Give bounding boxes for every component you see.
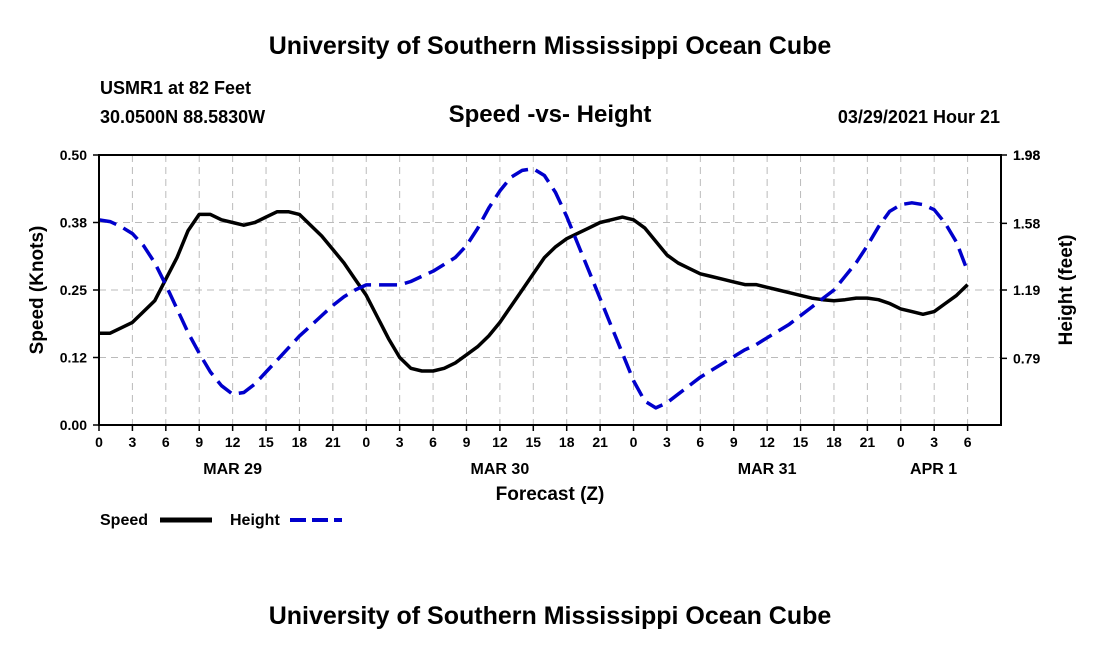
y2-tick-label: 1.58 bbox=[1013, 215, 1040, 231]
x-tick-label: 3 bbox=[129, 434, 137, 450]
y2-axis-label: Height (feet) bbox=[1056, 235, 1077, 346]
y-tick-label: 0.50 bbox=[60, 147, 87, 163]
y-tick-label: 0.25 bbox=[60, 282, 87, 298]
x-tick-label: 6 bbox=[429, 434, 437, 450]
x-tick-label: 15 bbox=[793, 434, 809, 450]
page-title: University of Southern Mississippi Ocean… bbox=[268, 32, 832, 60]
chart-subtitle: Speed -vs- Height bbox=[448, 101, 652, 128]
legend-height-label: Height bbox=[230, 512, 280, 529]
y2-tick-label: 1.19 bbox=[1013, 282, 1040, 298]
legend-speed-label: Speed bbox=[100, 512, 148, 529]
y-tick-label: 0.00 bbox=[60, 417, 87, 433]
x-tick-label: 0 bbox=[897, 434, 905, 450]
y2-tick-label: 0.79 bbox=[1013, 350, 1040, 366]
height-series-line bbox=[98, 166, 970, 410]
grid-lines bbox=[99, 155, 1001, 425]
x-tick-label: 0 bbox=[362, 434, 370, 450]
y2-tick-label: 1.98 bbox=[1013, 147, 1040, 163]
x-tick-label: 6 bbox=[162, 434, 170, 450]
datetime-label: 03/29/2021 Hour 21 bbox=[837, 107, 1000, 127]
x-axis-label: Forecast (Z) bbox=[496, 484, 605, 505]
x-tick-label: 18 bbox=[826, 434, 842, 450]
date-label: MAR 29 bbox=[203, 461, 262, 478]
x-tick-label: 21 bbox=[592, 434, 608, 450]
x-tick-label: 21 bbox=[325, 434, 341, 450]
y-tick-label: 0.12 bbox=[60, 350, 87, 366]
x-tick-label: 9 bbox=[463, 434, 471, 450]
date-label: MAR 31 bbox=[738, 461, 797, 478]
x-tick-label: 12 bbox=[225, 434, 241, 450]
date-label: APR 1 bbox=[910, 461, 957, 478]
x-tick-label: 12 bbox=[759, 434, 775, 450]
x-tick-label: 9 bbox=[195, 434, 203, 450]
y-tick-label: 0.38 bbox=[60, 215, 87, 231]
date-label: MAR 30 bbox=[471, 461, 530, 478]
x-tick-label: 0 bbox=[95, 434, 103, 450]
x-tick-label: 15 bbox=[526, 434, 542, 450]
x-tick-label: 18 bbox=[559, 434, 575, 450]
series-lines bbox=[98, 166, 970, 410]
x-tick-label: 21 bbox=[860, 434, 876, 450]
station-label: USMR1 at 82 Feet bbox=[100, 78, 252, 98]
x-tick-label: 0 bbox=[630, 434, 638, 450]
axis-ticks: 0.000.120.250.380.500.791.191.581.981.98… bbox=[60, 147, 1041, 478]
legend: Speed Height bbox=[100, 512, 342, 529]
x-tick-label: 9 bbox=[730, 434, 738, 450]
x-tick-label: 3 bbox=[930, 434, 938, 450]
x-tick-label: 6 bbox=[964, 434, 972, 450]
y2-tick-label: 1.98 bbox=[1013, 147, 1040, 163]
x-tick-label: 3 bbox=[396, 434, 404, 450]
y-axis-label: Speed (Knots) bbox=[27, 226, 48, 355]
x-tick-label: 3 bbox=[663, 434, 671, 450]
coordinates-label: 30.0500N 88.5830W bbox=[100, 107, 266, 127]
footer-title: University of Southern Mississippi Ocean… bbox=[268, 602, 832, 630]
x-tick-label: 6 bbox=[696, 434, 704, 450]
x-tick-label: 12 bbox=[492, 434, 508, 450]
x-tick-label: 15 bbox=[258, 434, 274, 450]
x-tick-label: 18 bbox=[292, 434, 308, 450]
